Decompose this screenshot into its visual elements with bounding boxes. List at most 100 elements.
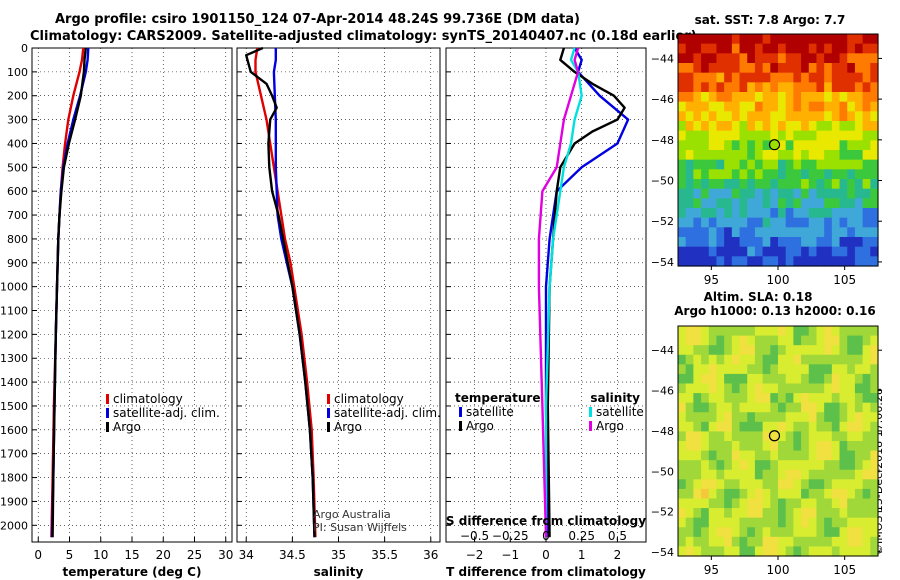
map-cell (816, 198, 825, 209)
map-cell (747, 412, 756, 423)
y-tick-label: −54 (651, 546, 674, 559)
map-cell (831, 373, 841, 385)
map-cell (862, 188, 871, 199)
map-cell (839, 479, 848, 490)
map-cell (739, 469, 748, 480)
map-cell (685, 498, 694, 509)
map-cell (862, 517, 871, 528)
map-cell (862, 63, 871, 74)
map-cell (701, 150, 710, 161)
map-cell (708, 412, 718, 423)
map-cell (770, 92, 779, 103)
map-cell (847, 469, 856, 480)
map-cell (747, 34, 756, 45)
map-cell (708, 43, 718, 54)
map-cell (701, 82, 710, 93)
map-cell (816, 441, 825, 452)
map-cell (739, 179, 748, 190)
map-cell (870, 208, 879, 219)
y-tick-label: 1800 (0, 472, 28, 485)
map-cell (731, 421, 741, 433)
map-cell (801, 469, 810, 480)
map-cell (747, 53, 756, 64)
map-cell (716, 237, 725, 248)
map-cell (754, 460, 764, 471)
map-cell (762, 546, 771, 557)
map-cell (762, 373, 771, 385)
map-cell (824, 354, 833, 365)
map-cell (685, 335, 694, 346)
x-tick-label: 105 (833, 563, 856, 577)
map-cell (708, 508, 718, 519)
map-cell (685, 82, 694, 93)
map-cell (724, 393, 733, 404)
map-cell (816, 150, 825, 161)
map-cell (870, 354, 879, 365)
map-cell (870, 63, 879, 74)
map-cell (808, 121, 818, 132)
y-tick-label: −52 (651, 215, 674, 228)
map-cell (770, 421, 779, 433)
series-line-argo (51, 47, 87, 538)
map-cell (754, 130, 764, 141)
map-cell (801, 479, 810, 490)
legend-swatch (327, 394, 330, 404)
y-tick-label: 300 (7, 114, 28, 127)
map-cell (808, 450, 818, 461)
map-cell (839, 111, 848, 122)
map-cell (854, 217, 864, 228)
map-cell (801, 179, 810, 190)
map-cell (708, 326, 718, 337)
map-cell (847, 421, 856, 433)
note-text: Argo Australia (313, 508, 391, 521)
map-cell (801, 92, 810, 103)
map-cell (754, 326, 764, 337)
map-cell (708, 498, 718, 509)
map-cell (870, 536, 879, 548)
map-cell (870, 53, 879, 64)
map-cell (685, 256, 694, 267)
map-cell (754, 441, 764, 452)
map-cell (778, 179, 787, 190)
map-cell (801, 354, 810, 365)
map-cell (685, 479, 694, 490)
map-cell (839, 450, 848, 461)
map-cell (762, 169, 771, 180)
map-cell (731, 335, 741, 346)
map-cell (708, 92, 718, 103)
map-cell (678, 34, 687, 45)
y-tick-label: 1400 (0, 376, 28, 389)
map-cell (685, 43, 694, 54)
map-cell (747, 431, 756, 442)
map-cell (808, 82, 818, 93)
map-cell (839, 179, 848, 190)
map-cell (808, 527, 818, 538)
map-cell (762, 198, 771, 209)
map-cell (862, 326, 871, 337)
map-cell (693, 34, 702, 45)
series-line-s-argo (537, 47, 580, 538)
map-cell (824, 402, 833, 413)
map-cell (754, 256, 764, 267)
map-cell (839, 63, 848, 74)
y-tick-label: 1900 (0, 495, 28, 508)
map-cell (724, 508, 733, 519)
map-cell (808, 34, 818, 45)
map-cell (731, 354, 741, 365)
map-cell (862, 364, 871, 375)
map-cell (731, 159, 741, 170)
map-cell (854, 373, 864, 385)
map-cell (724, 159, 733, 170)
map-cell (816, 188, 825, 199)
map-cell (801, 256, 810, 267)
map-cell (701, 546, 710, 557)
map-cell (701, 354, 710, 365)
map-cell (816, 217, 825, 228)
map-cell (708, 460, 718, 471)
map-cell (678, 479, 687, 490)
map-cell (716, 208, 725, 219)
map-cell (724, 479, 733, 490)
map-cell (778, 43, 787, 54)
map-cell (793, 179, 802, 190)
map-cell (808, 373, 818, 385)
